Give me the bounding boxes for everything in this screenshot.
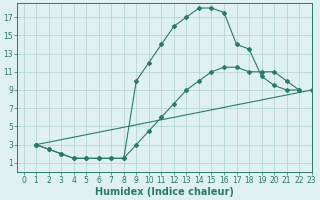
X-axis label: Humidex (Indice chaleur): Humidex (Indice chaleur) xyxy=(95,187,234,197)
